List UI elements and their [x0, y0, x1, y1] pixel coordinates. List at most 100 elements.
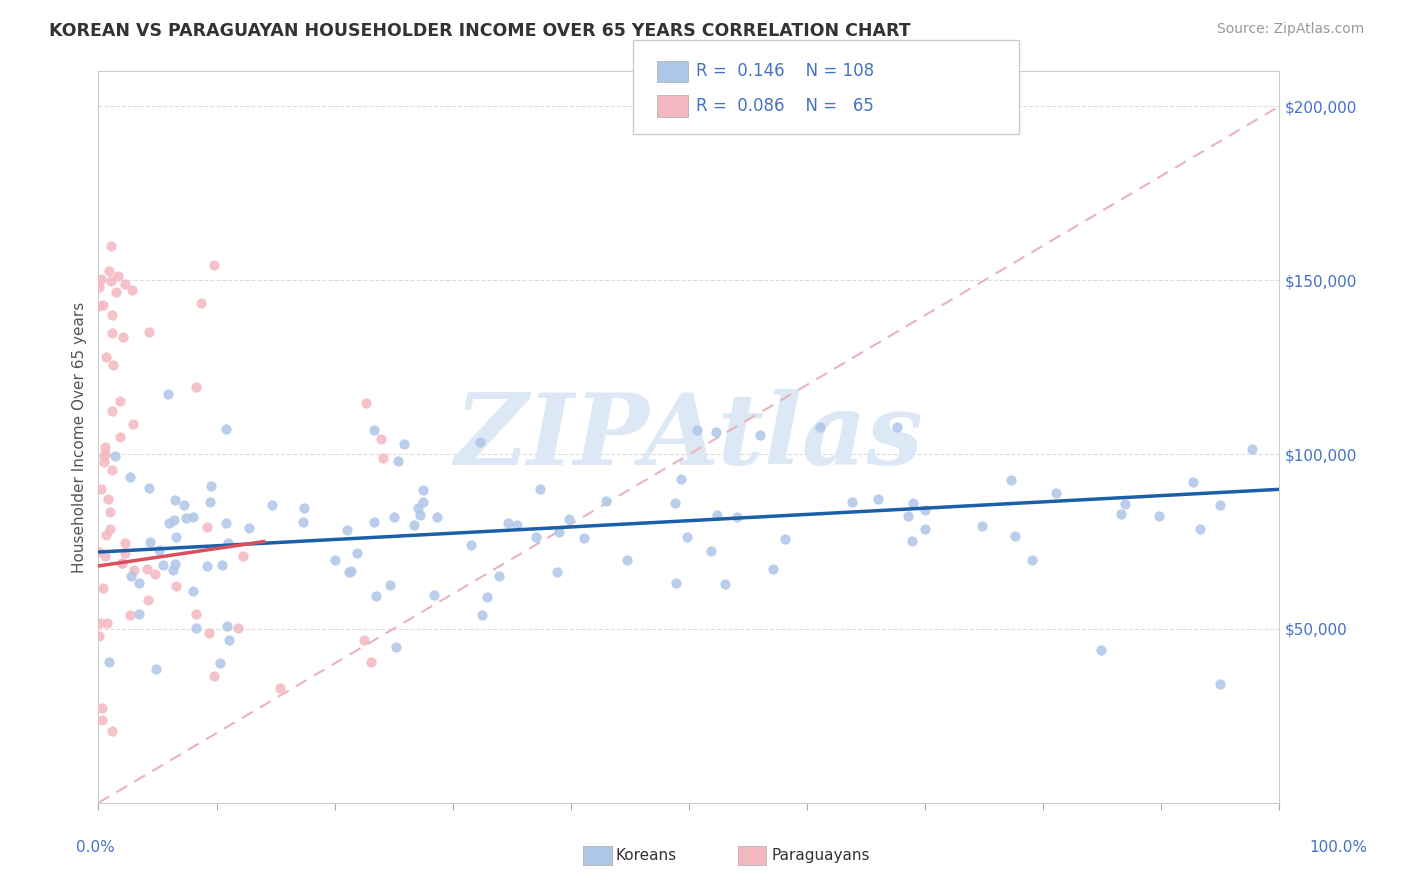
Point [120, 607, 142, 622]
Point [218, 633, 240, 648]
Point [118, 470, 141, 484]
Point [616, 553, 638, 567]
Point [111, 330, 134, 344]
Point [163, 492, 186, 507]
Point [108, 394, 131, 409]
Point [98, 505, 121, 519]
Point [200, 495, 222, 509]
Point [143, 566, 166, 581]
Point [1021, 553, 1043, 567]
Point [211, 558, 233, 573]
Point [139, 535, 162, 549]
Point [173, 499, 195, 513]
Point [412, 483, 434, 497]
Point [262, 498, 284, 512]
Point [886, 420, 908, 434]
Point [128, 575, 150, 590]
Text: 0.0%: 0.0% [76, 840, 115, 855]
Point [363, 516, 385, 530]
Point [87, 280, 110, 294]
Point [94, 528, 117, 542]
Point [291, 515, 314, 529]
Point [114, 546, 136, 560]
Point [228, 621, 250, 635]
Point [162, 564, 184, 578]
Point [471, 608, 494, 623]
Point [204, 258, 226, 272]
Point [669, 472, 692, 486]
Point [165, 579, 187, 593]
Point [138, 325, 160, 339]
Point [762, 562, 785, 576]
Point [208, 656, 231, 670]
Point [914, 503, 936, 517]
Point [547, 524, 569, 539]
Point [101, 326, 124, 340]
Point [336, 524, 359, 538]
Point [91, 581, 114, 595]
Point [1182, 475, 1205, 490]
Point [101, 463, 124, 477]
Point [96, 616, 118, 631]
Text: Paraguayans: Paraguayans [772, 848, 870, 863]
Text: Source: ZipAtlas.com: Source: ZipAtlas.com [1216, 22, 1364, 37]
Point [1149, 508, 1171, 523]
Point [93, 440, 115, 454]
Point [89, 544, 111, 558]
Point [97, 491, 120, 506]
Point [197, 520, 219, 534]
Point [409, 508, 432, 523]
Y-axis label: Householder Income Over 65 years: Householder Income Over 65 years [72, 301, 87, 573]
Point [104, 449, 127, 463]
Point [122, 417, 145, 431]
Point [184, 380, 207, 394]
Point [181, 510, 204, 524]
Point [385, 640, 408, 655]
Point [914, 523, 936, 537]
Point [972, 519, 994, 533]
Point [120, 568, 142, 582]
Point [425, 510, 447, 524]
Point [190, 296, 212, 310]
Point [98, 655, 121, 669]
Point [101, 724, 124, 739]
Point [749, 428, 772, 442]
Point [152, 558, 174, 572]
Point [773, 532, 796, 546]
Text: R =  0.086    N =   65: R = 0.086 N = 65 [696, 97, 875, 115]
Point [114, 536, 136, 550]
Point [664, 496, 686, 510]
Text: R =  0.146    N = 108: R = 0.146 N = 108 [696, 62, 875, 80]
Point [1209, 677, 1232, 691]
Point [382, 510, 405, 524]
Point [184, 621, 207, 635]
Point [165, 557, 187, 571]
Point [100, 274, 122, 288]
Point [195, 558, 218, 573]
Point [676, 530, 699, 544]
Point [572, 531, 595, 545]
Point [200, 479, 222, 493]
Point [529, 482, 551, 496]
Point [93, 455, 115, 469]
Point [98, 522, 121, 536]
Point [378, 578, 401, 592]
Point [91, 700, 114, 714]
Point [87, 629, 110, 643]
Point [394, 437, 416, 451]
Point [215, 619, 238, 633]
Point [360, 655, 382, 669]
Point [111, 556, 134, 570]
Point [488, 568, 510, 582]
Point [901, 534, 924, 549]
Point [1114, 497, 1136, 511]
Point [371, 450, 394, 465]
Point [897, 509, 920, 524]
Point [202, 669, 225, 683]
Point [89, 616, 111, 631]
Point [475, 590, 498, 604]
Point [346, 545, 368, 559]
Text: KOREAN VS PARAGUAYAN HOUSEHOLDER INCOME OVER 65 YEARS CORRELATION CHART: KOREAN VS PARAGUAYAN HOUSEHOLDER INCOME … [49, 22, 911, 40]
Point [1189, 522, 1212, 536]
Point [686, 423, 709, 437]
